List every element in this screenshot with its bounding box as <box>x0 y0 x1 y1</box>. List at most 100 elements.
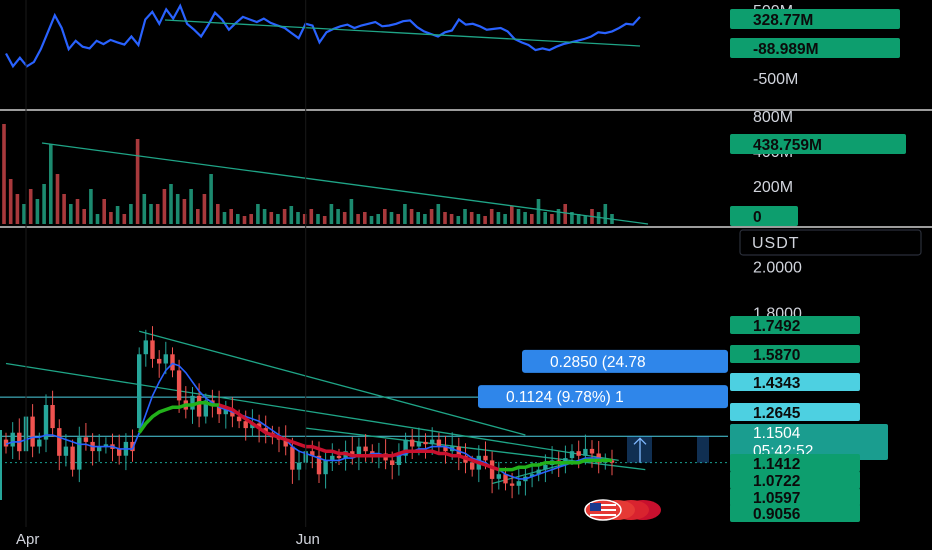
volume-bar[interactable] <box>22 204 26 224</box>
volume-bar[interactable] <box>262 209 267 224</box>
volume-bar[interactable] <box>129 204 133 224</box>
candle-body[interactable] <box>443 446 448 452</box>
candle-body[interactable] <box>157 358 162 364</box>
candle-body[interactable] <box>290 446 295 470</box>
candle-body[interactable] <box>250 423 255 429</box>
ema-slow-up-segment-2[interactable] <box>498 458 612 472</box>
candle-body[interactable] <box>496 474 501 479</box>
volume-bar[interactable] <box>109 212 113 224</box>
indicator-value-tag[interactable] <box>730 38 900 58</box>
volume-bar[interactable] <box>222 212 227 224</box>
indicator-line[interactable] <box>5 3 641 69</box>
volume-bar[interactable] <box>169 184 173 224</box>
candle-body[interactable] <box>589 448 595 454</box>
volume-bar[interactable] <box>162 189 167 224</box>
volume-bar[interactable] <box>483 216 487 224</box>
candle-body[interactable] <box>403 439 408 456</box>
currency-unit-selector[interactable]: USDT <box>739 229 922 256</box>
candle-body[interactable] <box>330 455 335 461</box>
candle-body[interactable] <box>43 405 49 440</box>
volume-bar[interactable] <box>383 209 387 224</box>
volume-bar[interactable] <box>570 212 574 224</box>
volume-bar[interactable] <box>82 209 86 224</box>
volume-bar[interactable] <box>536 199 541 224</box>
volume-bar[interactable] <box>376 214 380 224</box>
candle-body[interactable] <box>316 455 322 475</box>
volume-bar[interactable] <box>476 214 481 224</box>
volume-bar[interactable] <box>216 204 220 224</box>
candle-body[interactable] <box>569 451 575 459</box>
volume-bar[interactable] <box>115 206 120 224</box>
volume-bar[interactable] <box>576 214 581 224</box>
volume-bar[interactable] <box>369 216 374 224</box>
candle-body[interactable] <box>423 441 428 445</box>
candle-body[interactable] <box>536 469 541 475</box>
sma-fast-line[interactable] <box>5 362 612 480</box>
volume-bar[interactable] <box>276 214 280 224</box>
volume-bar[interactable] <box>363 212 367 224</box>
volume-bar[interactable] <box>456 216 461 224</box>
volume-bar[interactable] <box>189 189 193 224</box>
volume-bar[interactable] <box>496 212 501 224</box>
volume-bar[interactable] <box>62 194 66 224</box>
volume-bar[interactable] <box>443 212 447 224</box>
candle-body[interactable] <box>296 462 302 470</box>
candle-body[interactable] <box>310 451 315 456</box>
volume-bar[interactable] <box>242 216 247 224</box>
volume-bar[interactable] <box>342 212 347 224</box>
candle-body[interactable] <box>263 428 268 433</box>
candle-body[interactable] <box>576 451 581 456</box>
volume-bar[interactable] <box>236 214 240 224</box>
candle-body[interactable] <box>117 448 122 456</box>
volume-bar[interactable] <box>15 194 20 224</box>
candle-body[interactable] <box>356 446 362 456</box>
volume-bar[interactable] <box>229 209 233 224</box>
volume-zero-tag[interactable] <box>730 206 798 226</box>
volume-bar[interactable] <box>463 209 467 224</box>
candle-body[interactable] <box>63 446 69 456</box>
candle-body[interactable] <box>243 421 248 429</box>
ema-slow-down-segment[interactable] <box>218 403 500 472</box>
indicator-pane[interactable] <box>0 0 641 69</box>
volume-bar[interactable] <box>135 139 140 224</box>
candle-body[interactable] <box>30 416 35 447</box>
volume-trendline[interactable] <box>41 142 649 225</box>
candle-body[interactable] <box>503 474 508 484</box>
volume-bar[interactable] <box>8 179 13 224</box>
candle-body[interactable] <box>203 400 208 417</box>
price-trendline[interactable] <box>5 362 619 462</box>
candle-body[interactable] <box>50 405 55 429</box>
candle-body[interactable] <box>170 354 175 371</box>
candle-body[interactable] <box>483 455 488 461</box>
price-level-tag[interactable] <box>730 373 860 391</box>
volume-value-tag[interactable] <box>730 134 906 154</box>
volume-bar[interactable] <box>550 214 554 224</box>
candle-body[interactable] <box>103 444 109 447</box>
candle-body[interactable] <box>190 395 195 410</box>
candle-body[interactable] <box>363 446 368 452</box>
volume-bar[interactable] <box>182 199 187 224</box>
price-level-tag[interactable] <box>730 345 860 363</box>
volume-bar[interactable] <box>28 189 33 224</box>
candle-body[interactable] <box>509 483 515 486</box>
price-level-tag[interactable] <box>730 454 860 472</box>
volume-bar[interactable] <box>396 214 400 224</box>
volume-bar[interactable] <box>175 194 180 224</box>
volume-bar[interactable] <box>2 124 6 224</box>
volume-bar[interactable] <box>530 214 534 224</box>
volume-bar[interactable] <box>289 206 294 224</box>
volume-bar[interactable] <box>489 209 494 224</box>
candle-body[interactable] <box>410 439 415 447</box>
volume-bar[interactable] <box>356 214 360 224</box>
volume-bar[interactable] <box>296 212 300 224</box>
price-level-tag[interactable] <box>730 403 860 421</box>
volume-bar[interactable] <box>389 212 394 224</box>
volume-bar[interactable] <box>510 206 514 224</box>
candle-body[interactable] <box>70 446 75 470</box>
volume-bar[interactable] <box>95 214 100 224</box>
candle-body[interactable] <box>396 455 402 465</box>
candle-body[interactable] <box>236 416 242 422</box>
volume-bar[interactable] <box>209 174 213 224</box>
volume-bar[interactable] <box>142 194 147 224</box>
volume-bar[interactable] <box>403 204 407 224</box>
